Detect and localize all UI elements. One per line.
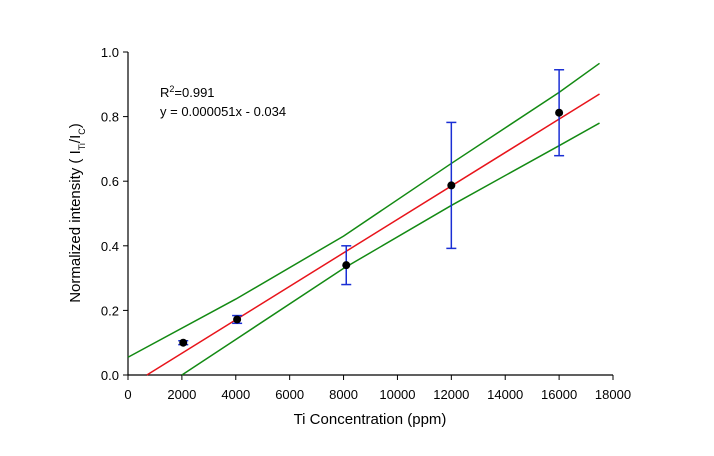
y-axis-label-part: Normalized intensity ( I: [67, 150, 84, 303]
x-tick-label: 0: [124, 387, 131, 402]
confidence-band: [181, 122, 600, 376]
y-axis-label-part: Ti: [77, 143, 87, 150]
data-point: [233, 315, 242, 324]
x-axis-label: Ti Concentration (ppm): [294, 411, 447, 428]
x-tick-label: 8000: [329, 387, 358, 402]
x-tick-label: 14000: [487, 387, 523, 402]
annotation-part: 2: [169, 84, 174, 94]
y-tick-label: 1.0: [101, 45, 119, 60]
annotation-part: =0.991: [174, 85, 214, 100]
x-tick-label: 12000: [433, 387, 469, 402]
y-tick-label: 0.2: [101, 303, 119, 318]
x-tick-label: 6000: [275, 387, 304, 402]
x-tick-label: 18000: [595, 387, 631, 402]
y-tick-label: 0.4: [101, 239, 119, 254]
y-axis-label-part: C: [77, 128, 87, 135]
confidence-band: [127, 62, 600, 358]
annotation: y = 0.000051x - 0.034: [160, 104, 286, 119]
y-axis-label: Normalized intensity ( ITi/IC): [67, 123, 87, 303]
annotation: R2=0.991: [160, 84, 215, 100]
data-point: [342, 261, 351, 270]
x-tick-label: 10000: [379, 387, 415, 402]
annotation-part: R: [160, 85, 169, 100]
x-tick-label: 4000: [221, 387, 250, 402]
y-axis-label-part: /I: [67, 135, 84, 143]
y-tick-label: 0.0: [101, 368, 119, 383]
y-tick-label: 0.8: [101, 110, 119, 125]
y-axis-label-part: ): [67, 123, 84, 128]
x-tick-label: 2000: [167, 387, 196, 402]
fit-line: [146, 93, 600, 376]
data-point: [179, 338, 188, 347]
data-point: [555, 108, 564, 117]
x-tick-label: 16000: [541, 387, 577, 402]
annotation-part: y = 0.000051x - 0.034: [160, 104, 286, 119]
y-tick-label: 0.6: [101, 174, 119, 189]
data-point: [447, 181, 456, 190]
